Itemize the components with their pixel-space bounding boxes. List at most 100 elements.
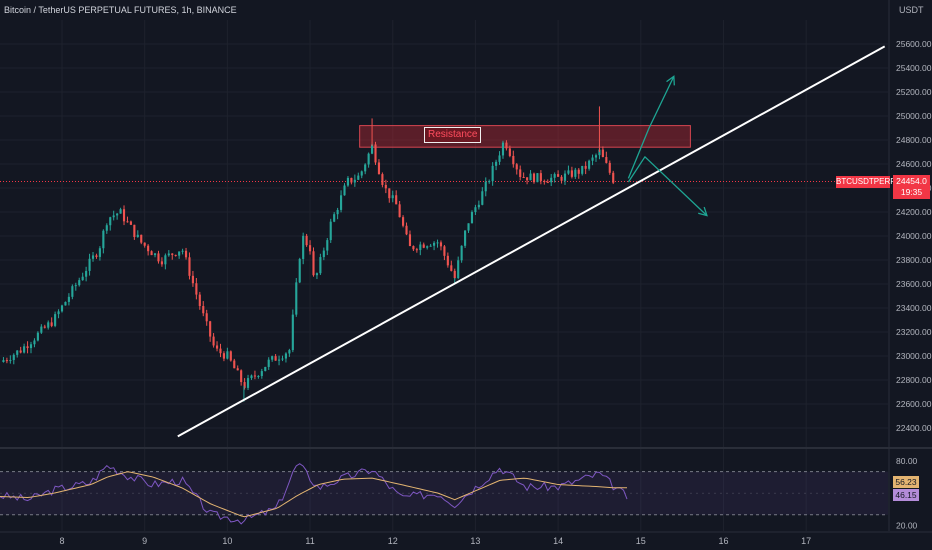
candle-body [295, 282, 298, 315]
y-tick-label: 23400.00 [896, 303, 932, 313]
candle-body [412, 246, 415, 250]
candle-body [477, 204, 480, 208]
candle-body [219, 348, 222, 354]
candle-body [426, 246, 429, 248]
candle-body [226, 351, 229, 359]
y-tick-label: 24600.00 [896, 159, 932, 169]
candle-body [415, 249, 418, 251]
candle-body [350, 177, 353, 183]
candle-body [171, 253, 174, 255]
candle-body [484, 181, 487, 192]
candle-body [23, 346, 26, 353]
candle-body [184, 250, 188, 258]
rsi-ma-line [0, 471, 628, 518]
resistance-zone [359, 125, 691, 148]
candle-body [360, 171, 363, 176]
candle-body [346, 177, 350, 186]
candle-body [353, 179, 356, 183]
candle-body [233, 360, 236, 369]
candle-body [2, 360, 5, 362]
candle-body [384, 184, 387, 189]
candle-body [215, 345, 219, 349]
candle-body [605, 157, 608, 163]
candle-body [271, 356, 274, 360]
candle-body [436, 242, 439, 244]
candle-body [229, 351, 232, 361]
x-tick-label: 9 [142, 536, 147, 546]
candle-body [357, 175, 360, 180]
projection-rejection [627, 156, 708, 217]
y-tick-label: 24000.00 [896, 231, 932, 241]
candle-body [19, 350, 22, 353]
candle-body [326, 240, 329, 251]
candle-body [243, 382, 246, 388]
candle-body [40, 326, 43, 333]
candle-body [60, 305, 64, 312]
candle-body [612, 172, 615, 183]
candle-body [522, 176, 525, 178]
candle-body [515, 164, 518, 170]
candle-body [381, 174, 384, 185]
candle-body [581, 165, 584, 174]
candle-body [567, 170, 570, 174]
candle-body [212, 336, 215, 346]
candle-body [133, 224, 136, 238]
candle-body [209, 321, 212, 337]
candle-body [236, 368, 239, 371]
candle-body [584, 165, 587, 169]
candle-body [85, 270, 88, 277]
candle-body [136, 234, 139, 238]
candle-body [532, 173, 536, 183]
candle-body [405, 225, 408, 235]
candle-body [178, 251, 181, 256]
candle-body [553, 174, 556, 178]
candle-body [109, 217, 112, 226]
candle-body [429, 245, 432, 247]
candle-body [102, 230, 105, 249]
candle-body [126, 221, 129, 223]
resistance-label[interactable]: Resistance [424, 127, 482, 143]
candle-body [78, 280, 81, 286]
candle-body [57, 311, 60, 315]
x-tick-label: 16 [718, 536, 728, 546]
candle-body [260, 371, 263, 376]
candle-body [312, 251, 315, 276]
candle-body [574, 169, 577, 177]
y-tick-label: 22400.00 [896, 423, 932, 433]
candle-body [246, 378, 250, 388]
candle-body [129, 221, 132, 225]
candle-body [588, 160, 591, 169]
y-tick-label: 23800.00 [896, 255, 932, 265]
candle-body [333, 214, 336, 222]
candle-body [457, 260, 460, 279]
candle-body [343, 185, 346, 196]
candle-body [95, 255, 98, 257]
candle-body [377, 162, 381, 175]
candle-body [195, 283, 198, 295]
candle-body [281, 358, 284, 360]
candle-body [367, 153, 370, 165]
candle-body [29, 344, 33, 349]
support-trendline [177, 45, 886, 438]
candle-body [112, 215, 115, 218]
candle-body [322, 250, 325, 258]
y-tick-label: 25400.00 [896, 63, 932, 73]
candle-body [205, 313, 208, 322]
last-price-tag: 24454.0 19:35 [893, 175, 930, 199]
candle-body [122, 209, 126, 222]
rsi-scale-label: 80.00 [896, 456, 918, 466]
candle-body [364, 164, 367, 172]
candle-body [563, 173, 567, 181]
rsi-ma-tag: 46.15 [893, 489, 919, 501]
projection-breakout [627, 76, 675, 179]
projection-arrowhead [666, 75, 675, 86]
y-tick-label: 22600.00 [896, 399, 932, 409]
candle-body [147, 245, 150, 252]
x-tick-label: 8 [60, 536, 65, 546]
x-tick-label: 12 [388, 536, 398, 546]
candle-body [274, 356, 277, 361]
y-tick-label: 25000.00 [896, 111, 932, 121]
x-tick-label: 10 [222, 536, 232, 546]
candle-body [302, 235, 305, 259]
